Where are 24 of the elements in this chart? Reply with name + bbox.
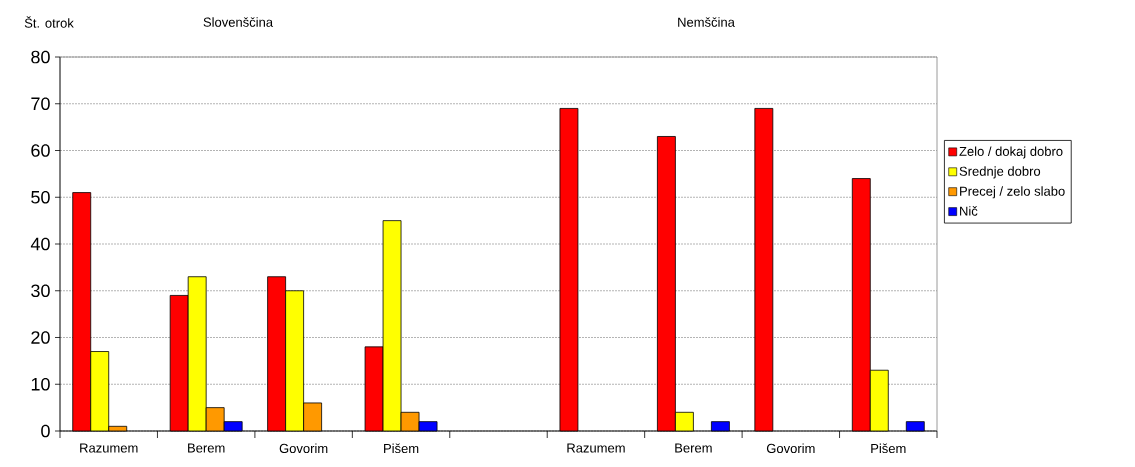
x-tick-label: Razumem <box>80 443 138 453</box>
y-tick-label: 40 <box>30 237 50 251</box>
x-tick-label: Berem <box>675 443 712 453</box>
text: Slovenščina <box>203 17 274 27</box>
x-tick-label: Govorim <box>279 443 328 454</box>
y-tick-label: 10 <box>31 377 50 391</box>
x-tick-label: Berem <box>188 443 225 453</box>
y-tick-label: 70 <box>31 97 50 111</box>
legend-label: Zelo / dokaj dobro <box>959 146 1063 159</box>
y-tick-label: 80 <box>31 50 50 64</box>
legend-label: Srednje dobro <box>959 166 1041 179</box>
x-tick-label: Razumem <box>567 443 625 453</box>
y-tick-label: 30 <box>31 284 50 298</box>
y-tick-label: 0 <box>41 424 50 438</box>
legend-label: Nič <box>960 206 978 216</box>
y-tick-label: 50 <box>31 190 50 204</box>
x-tick-label: Pišem <box>871 443 906 454</box>
text: Nemščina <box>678 17 735 27</box>
x-tick-label: Govorim <box>766 443 815 454</box>
x-tick-label: Pišem <box>384 443 419 454</box>
y-tick-label: 20 <box>31 331 50 344</box>
legend-label: Precej / zelo slabo <box>960 186 1065 199</box>
y-tick-label: 60 <box>31 144 50 157</box>
y-axis-title: Št. otrok <box>24 16 74 28</box>
